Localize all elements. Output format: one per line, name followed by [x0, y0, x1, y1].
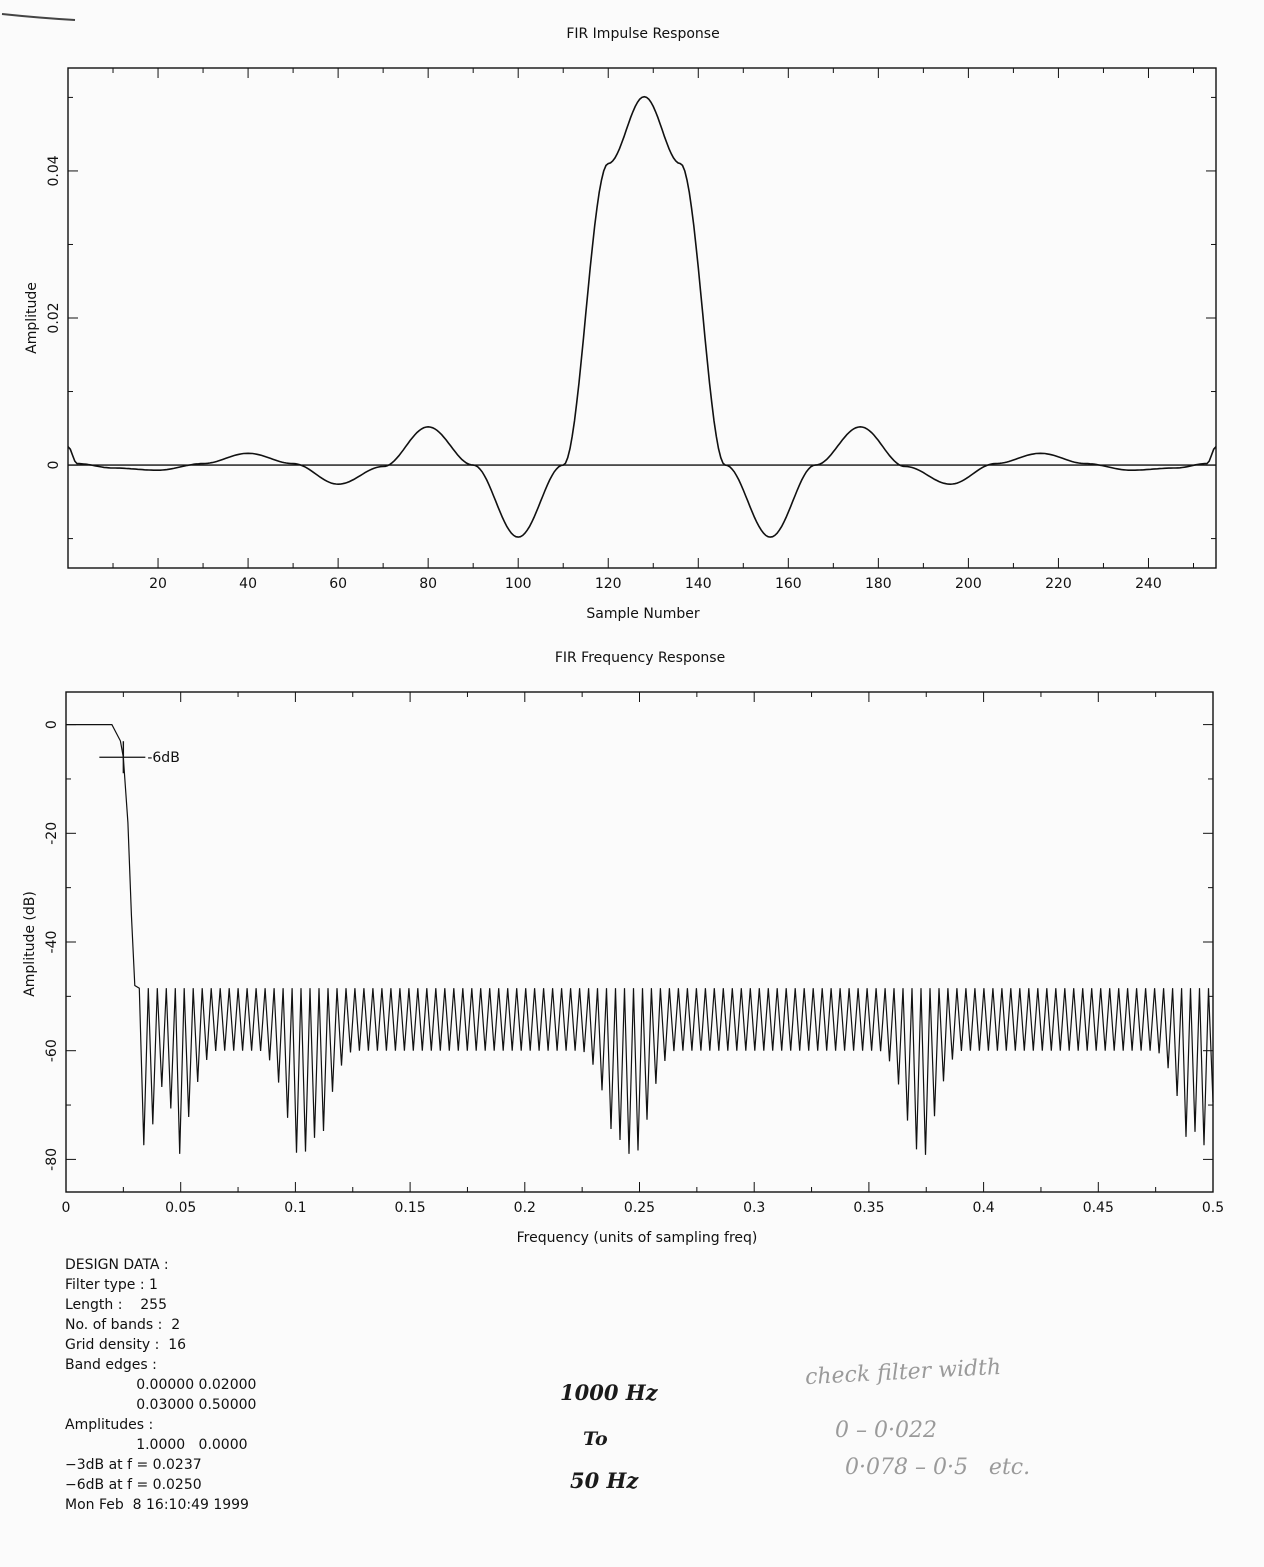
design-data-line: Grid density : 16: [65, 1337, 187, 1353]
impulse-response-line: [67, 95, 1217, 538]
frequency-x-tick-label: 0.4: [972, 1200, 994, 1216]
frequency-x-tick-label: 0.1: [284, 1200, 306, 1216]
frequency-x-tick-label: 0.2: [514, 1200, 536, 1216]
frequency-x-tick-label: 0.25: [624, 1200, 655, 1216]
handwritten-note: To: [583, 1428, 608, 1450]
impulse-x-axis: 20 40 60 80 100 120 140 160 180 200 220 240: [112, 68, 1194, 592]
frequency-x-label: Frequency (units of sampling freq): [517, 1230, 758, 1246]
design-data-line: 0.03000 0.50000: [65, 1397, 257, 1413]
impulse-x-tick-label: 20: [149, 576, 167, 592]
impulse-x-tick-label: 240: [1135, 576, 1162, 592]
impulse-response-chart: FIR Impulse Response 20 40 60 80 100 120 140 16…: [24, 26, 1217, 622]
handwritten-note: 50 Hz: [570, 1468, 639, 1493]
design-data-block: DESIGN DATA : Filter type : 1 Length : 2…: [65, 1255, 256, 1515]
frequency-x-tick-label: 0.35: [853, 1200, 884, 1216]
design-data-line: 0.00000 0.02000: [65, 1377, 257, 1393]
impulse-y-tick-label: 0.02: [46, 302, 62, 333]
impulse-x-tick-label: 140: [685, 576, 712, 592]
minus-6db-label: -6dB: [147, 750, 179, 766]
frequency-y-label: Amplitude (dB): [22, 891, 38, 997]
design-data-line: 1.0000 0.0000: [65, 1437, 248, 1453]
impulse-x-tick-label: 100: [505, 576, 532, 592]
design-data-heading: DESIGN DATA :: [65, 1257, 169, 1273]
impulse-y-axis: 0 0.02 0.04: [46, 96, 1216, 540]
design-data-line: No. of bands : 2: [65, 1317, 181, 1333]
frequency-x-tick-label: 0.45: [1083, 1200, 1114, 1216]
impulse-x-tick-label: 220: [1045, 576, 1072, 592]
design-data-line: Amplitudes :: [65, 1417, 154, 1433]
design-data-line: Filter type : 1: [65, 1277, 158, 1293]
design-data-line: Length : 255: [65, 1297, 167, 1313]
frequency-x-tick-label: 0: [62, 1200, 71, 1216]
frequency-x-tick-label: 0.05: [165, 1200, 196, 1216]
frequency-response-chart: FIR Frequency Response 0 0.05 0.1 0.15 0.2 0.…: [22, 650, 1224, 1246]
impulse-y-tick-label: 0.04: [46, 155, 62, 186]
frequency-y-tick-label: -80: [44, 1148, 60, 1171]
impulse-x-tick-label: 40: [239, 576, 257, 592]
minus-6db-marker: -6dB: [99, 741, 180, 774]
impulse-x-tick-label: 180: [865, 576, 892, 592]
design-data-line: Band edges :: [65, 1357, 157, 1373]
design-data-line: −3dB at f = 0.0237: [65, 1457, 202, 1473]
frequency-y-tick-label: -20: [44, 822, 60, 845]
scan-mark: [1, 13, 76, 21]
design-data-line: Mon Feb 8 16:10:49 1999: [65, 1497, 249, 1513]
frequency-x-tick-label: 0.3: [743, 1200, 765, 1216]
impulse-x-tick-label: 200: [955, 576, 982, 592]
frequency-y-tick-label: -60: [44, 1039, 60, 1062]
frequency-y-tick-label: 0: [44, 720, 60, 729]
handwritten-note: 1000 Hz: [560, 1380, 658, 1405]
impulse-chart-title: FIR Impulse Response: [566, 26, 719, 42]
frequency-y-axis: 0 -20 -40 -60 -80: [44, 720, 1213, 1171]
impulse-x-tick-label: 60: [329, 576, 347, 592]
impulse-x-label: Sample Number: [586, 606, 699, 622]
impulse-plot-frame: [67, 67, 1217, 569]
pencil-note: 0·078 – 0·5 etc.: [845, 1455, 1031, 1480]
frequency-chart-title: FIR Frequency Response: [555, 650, 725, 666]
impulse-x-tick-label: 120: [595, 576, 622, 592]
impulse-y-label: Amplitude: [24, 282, 40, 354]
frequency-x-axis: 0 0.05 0.1 0.15 0.2 0.25 0.3 0.35 0.4 0.45 0.5: [62, 692, 1224, 1216]
impulse-y-tick-label: 0: [46, 461, 62, 470]
pencil-note: 0 – 0·022: [835, 1418, 937, 1443]
frequency-x-tick-label: 0.5: [1202, 1200, 1224, 1216]
impulse-x-tick-label: 160: [775, 576, 802, 592]
frequency-y-tick-label: -40: [44, 931, 60, 954]
frequency-x-tick-label: 0.15: [395, 1200, 426, 1216]
design-data-line: −6dB at f = 0.0250: [65, 1477, 202, 1493]
frequency-response-line: [66, 724, 1214, 1155]
impulse-x-tick-label: 80: [419, 576, 437, 592]
